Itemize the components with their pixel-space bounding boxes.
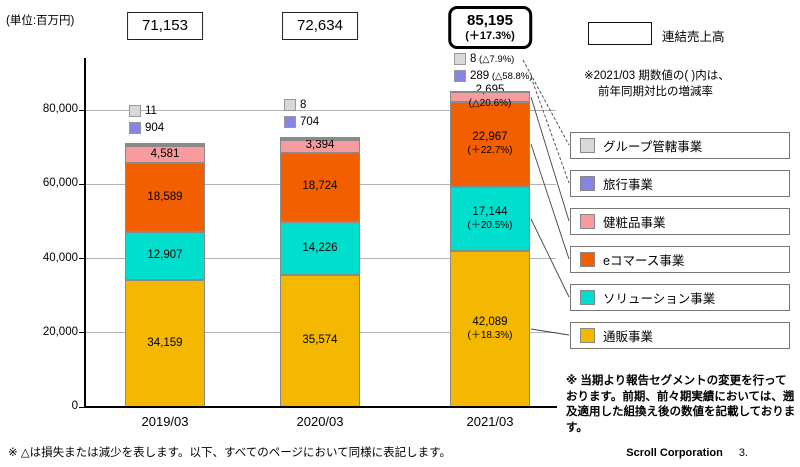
segment-annotation-travel: 904: [129, 121, 165, 134]
legend-label: 健粧品事業: [603, 216, 666, 230]
legend: グループ管轄事業 旅行事業健粧品事業 eコマース事業ソリューション事業 通販事業: [570, 132, 790, 349]
annotation-text: 8: [300, 99, 307, 112]
legend-item-kenshohin: 健粧品事業: [570, 208, 790, 235]
segment-value-label: 17,144 (＋20.5%): [467, 206, 513, 231]
legend-swatch-kenshohin: [580, 214, 595, 229]
y-axis-tick: [79, 109, 84, 111]
annotation-text: 704: [300, 116, 320, 129]
legend-swatch-tsuhan: [580, 328, 595, 343]
legend-label: 旅行事業: [603, 178, 654, 192]
legend-item-tsuhan: 通販事業: [570, 322, 790, 349]
annotation-text: 8 (△7.9%): [470, 52, 515, 65]
segment-value-label: 18,724: [302, 180, 338, 193]
segment-value-label: 34,159: [147, 336, 183, 349]
bar-segment-kenshohin: [125, 146, 205, 164]
annotation-key-swatch-group: [284, 99, 296, 112]
annotation-text: 904: [145, 121, 165, 134]
bar-segment-solution: [280, 222, 360, 275]
annotation-text: 289 (△58.8%): [470, 69, 533, 82]
segment-value-label: 2,695(△20.6%): [468, 84, 512, 109]
y-axis-tick: [79, 183, 84, 185]
note-triangle-meaning: ※ △は損失または減少を表します。以下、すべてのページにおいて同様に表記します。: [8, 447, 452, 459]
y-axis: [84, 58, 86, 408]
y-axis-tick-label: 0: [71, 400, 78, 412]
legend-item-solution: ソリューション事業: [570, 284, 790, 311]
segment-value-label: 12,907: [147, 249, 183, 262]
legend-swatch-group: [580, 138, 595, 153]
bar-segment-ecommerce: [280, 152, 360, 223]
annotation-key-swatch-group: [129, 104, 141, 117]
segment-annotation-group: 8: [284, 99, 307, 112]
bar-segment-tsuhan: [450, 250, 530, 407]
y-axis-tick: [79, 258, 84, 259]
unit-label: (単位:百万円): [6, 15, 75, 27]
segment-annotation-group: 11: [129, 104, 157, 117]
y-axis-tick-label: 80,000: [42, 103, 78, 115]
annotation-text: 11: [145, 104, 157, 117]
total-box: 71,153: [127, 12, 203, 40]
bar-segment-tsuhan: [280, 274, 360, 407]
bar-segment-ecommerce: [125, 163, 205, 233]
footer: Scroll Corporation 3.: [626, 447, 748, 459]
bar-segment-group: [280, 137, 360, 140]
legend-label: グループ管轄事業: [603, 140, 703, 154]
segment-value-label: 4,581: [150, 147, 180, 160]
legend-label: 通販事業: [603, 330, 654, 344]
segment-value-label: 14,226: [302, 241, 338, 254]
y-axis-tick-label: 20,000: [42, 325, 78, 338]
legend-item-ecommerce: eコマース事業: [570, 246, 790, 273]
annotation-key-swatch-travel: [129, 121, 141, 134]
legend-label: eコマース事業: [603, 254, 685, 268]
segment-value-label: 35,574: [302, 334, 338, 347]
legend-label: ソリューション事業: [603, 292, 716, 306]
bar-segment-group: [450, 90, 530, 93]
total-box: 85,195 (＋17.3%): [448, 6, 532, 50]
x-axis-label: 2021/03: [466, 414, 514, 429]
y-axis-tick: [79, 332, 84, 334]
segment-value-label: 42,089 (＋18.3%): [467, 315, 513, 341]
legend-swatch-solution: [580, 290, 595, 305]
y-axis-tick-label: 40,000: [42, 251, 78, 264]
legend-item-travel: 旅行事業: [570, 170, 790, 197]
segment-value-label: 22,967 (＋22.7%): [467, 131, 513, 157]
segment-value-label: 18,589: [147, 190, 183, 203]
total-box: 72,634: [282, 12, 358, 40]
note-segment-change: ※ 当期より報告セグメントの変更を行っております。前期、前々期実績においては、遡…: [566, 375, 796, 434]
legend-item-group: グループ管轄事業: [570, 132, 790, 159]
annotation-key-swatch-travel: [454, 69, 466, 82]
gridline: [86, 109, 556, 111]
bar-segment-kenshohin: [280, 140, 360, 153]
consolidated-sales-keybox: [588, 22, 652, 45]
bar-segment-solution: [125, 232, 205, 281]
footer-company: Scroll Corporation: [626, 447, 723, 459]
annotation-key-swatch-group: [454, 52, 466, 65]
y-axis-tick: [79, 406, 84, 408]
annotation-key-swatch-travel: [284, 116, 296, 129]
x-axis-label: 2019/03: [141, 414, 189, 429]
segment-value-label: 3,394: [305, 139, 335, 152]
bar-segment-solution: [450, 187, 530, 251]
note-yoy-rate: ※2021/03 期数値の( )内は、 前年同期対比の増減率: [584, 68, 730, 100]
segment-annotation-travel: 704: [284, 116, 320, 129]
note-yoy-rate-line1: ※2021/03 期数値の( )内は、: [584, 70, 730, 82]
legend-swatch-travel: [580, 176, 595, 191]
x-axis-label: 2020/03: [296, 414, 344, 429]
note-yoy-rate-line2: 前年同期対比の増減率: [598, 86, 713, 99]
footer-page-number: 3.: [738, 447, 748, 459]
segment-annotation-group: 8 (△7.9%): [454, 52, 515, 65]
x-axis: [84, 406, 557, 408]
y-axis-tick-label: 60,000: [42, 177, 78, 190]
legend-swatch-ecommerce: [580, 252, 595, 267]
bar-segment-group: [125, 142, 205, 145]
consolidated-sales-label: 連結売上高: [662, 30, 725, 44]
segment-annotation-travel: 289 (△58.8%): [454, 69, 533, 82]
